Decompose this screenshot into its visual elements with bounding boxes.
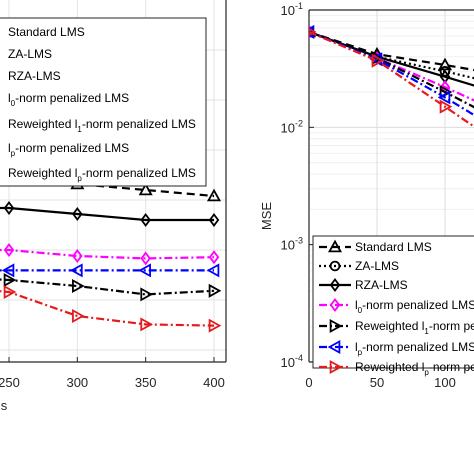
x-tick-label: 100	[434, 375, 456, 390]
x-tick-label: 350	[135, 375, 157, 390]
x-tick-label: 50	[370, 375, 384, 390]
left-chart-panel: 250 300 350 400 s Standard LMS ZA-LMS RZA-LMS l0…	[0, 0, 227, 413]
x-tick-label: 400	[203, 375, 225, 390]
data-point-reweighted-l1-norm-penalized-lms	[208, 283, 222, 298]
data-point-reweighted-lp-norm-penalized-lms	[371, 53, 385, 68]
x-tick-label: 0	[305, 375, 312, 390]
legend-entry: Standard LMS	[8, 25, 85, 39]
legend-entry: lp-norm penalized LMS	[355, 340, 474, 357]
y-tick-label: 10-4	[281, 353, 303, 370]
series-line-standard-lms	[309, 30, 474, 72]
legend-marker	[329, 298, 341, 312]
legend-entry: RZA-LMS	[355, 278, 408, 292]
series-line-reweighted-lp-norm-penalized-lms	[309, 30, 474, 128]
y-axis-label: MSE	[259, 202, 274, 231]
series-line-l0-norm-penalized-lms	[0, 248, 215, 260]
series-line-reweighted-l1-norm-penalized-lms	[309, 30, 474, 109]
data-point-reweighted-lp-norm-penalized-lms	[309, 27, 317, 37]
legend-box	[0, 17, 207, 187]
legend-marker	[329, 260, 341, 272]
series-line-rza-lms	[0, 206, 214, 222]
left-legend: Standard LMS ZA-LMS RZA-LMS l0-norm penaliz…	[0, 17, 207, 187]
x-tick-label: 300	[66, 375, 88, 390]
data-point-rza-lms	[3, 201, 15, 215]
series-line-reweighted-l1-norm-penalized-lms	[0, 278, 215, 296]
data-point-reweighted-l1-norm-penalized-lms	[3, 272, 17, 288]
legend-entry: Reweighted l1-norm penalized LMS	[8, 117, 196, 134]
legend-entry: Reweighted l1-norm penalized LMS	[355, 319, 474, 336]
data-point-reweighted-lp-norm-penalized-lms	[3, 284, 17, 300]
right-chart-panel: 10-1 10-2 10-3 10-40 50 100 MSE Standard LMS ZA-…	[259, 1, 474, 390]
left-series-group	[0, 170, 222, 333]
series-line-lp-norm-penalized-lms	[309, 30, 474, 117]
legend-entry: l0-norm penalized LMS	[8, 91, 129, 108]
legend-marker	[327, 239, 343, 253]
data-point-reweighted-l1-norm-penalized-lms	[140, 287, 154, 302]
right-legend: Standard LMS ZA-LMS RZA-LMS l0-norm penaliz…	[312, 235, 474, 377]
y-tick-label: 10-2	[281, 118, 303, 135]
legend-marker	[327, 339, 341, 355]
data-point-rza-lms	[208, 213, 220, 227]
y-tick-label: 10-1	[281, 1, 303, 18]
data-point-rza-lms	[72, 207, 83, 221]
data-point-reweighted-lp-norm-penalized-lms	[140, 317, 154, 332]
legend-entry: ZA-LMS	[355, 259, 399, 273]
data-point-standard-lms	[206, 188, 222, 202]
data-point-l0-norm-penalized-lms	[208, 250, 220, 265]
data-point-l0-norm-penalized-lms	[140, 251, 151, 266]
data-point-standard-lms	[437, 57, 453, 71]
x-axis-label: s	[1, 398, 8, 413]
data-point-standard-lms	[138, 182, 153, 196]
data-point-lp-norm-penalized-lms	[1, 263, 15, 278]
data-point-lp-norm-penalized-lms	[69, 263, 83, 278]
data-point-reweighted-lp-norm-penalized-lms	[439, 99, 453, 114]
x-tick-label: 250	[0, 375, 20, 390]
legend-entry: Reweighted lp-norm penalized LMS	[8, 166, 196, 183]
data-point-lp-norm-penalized-lms	[138, 263, 151, 278]
legend-entry: Reweighted lp-norm penalized LMS	[355, 360, 474, 377]
data-point-lp-norm-penalized-lms	[206, 263, 220, 278]
data-point-l0-norm-penalized-lms	[72, 249, 83, 263]
y-tick-label: 10-3	[281, 236, 303, 253]
legend-entry: lp-norm penalized LMS	[8, 141, 129, 158]
legend-marker	[329, 359, 343, 375]
legend-marker	[329, 278, 341, 292]
legend-entry: ZA-LMS	[8, 47, 52, 61]
data-point-reweighted-lp-norm-penalized-lms	[72, 308, 85, 324]
legend-entry: Standard LMS	[355, 240, 432, 254]
data-point-rza-lms	[140, 213, 151, 227]
legend-entry: l0-norm penalized LMS	[355, 298, 474, 315]
data-point-l0-norm-penalized-lms	[3, 243, 15, 257]
legend-entry: RZA-LMS	[8, 69, 61, 83]
data-point-reweighted-lp-norm-penalized-lms	[208, 318, 222, 333]
data-point-reweighted-l1-norm-penalized-lms	[72, 278, 85, 294]
legend-marker	[329, 318, 343, 334]
data-point-lp-norm-penalized-lms	[437, 90, 451, 105]
right-series-group	[309, 24, 474, 128]
